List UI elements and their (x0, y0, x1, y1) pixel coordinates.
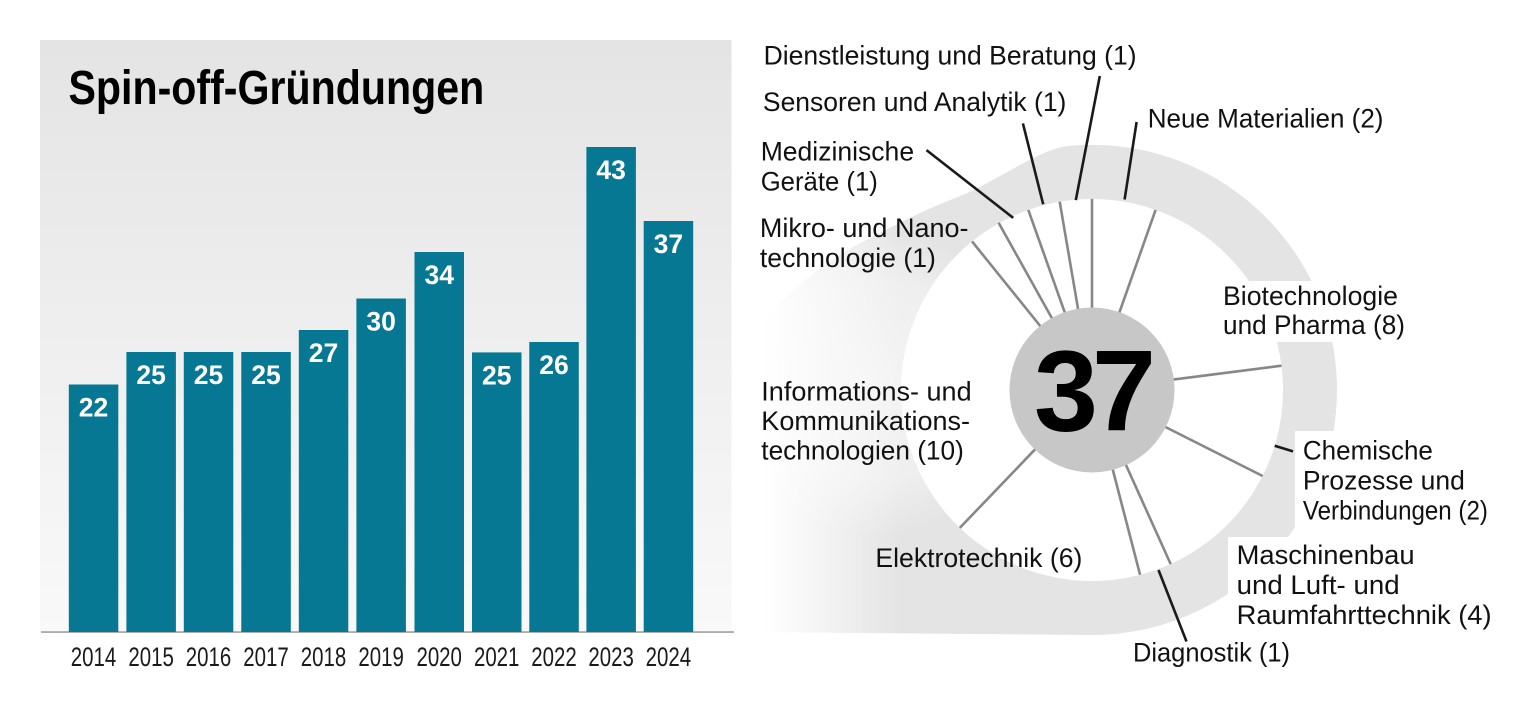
svg-text:37: 37 (654, 229, 683, 259)
svg-text:Chemische: Chemische (1303, 435, 1433, 465)
svg-text:Spin-off-Gründungen: Spin-off-Gründungen (69, 62, 485, 115)
svg-text:Verbindungen (2): Verbindungen (2) (1303, 496, 1488, 526)
svg-text:2014: 2014 (71, 642, 117, 672)
svg-text:Diagnostik (1): Diagnostik (1) (1133, 638, 1290, 668)
svg-text:43: 43 (596, 155, 625, 185)
svg-text:37: 37 (1034, 327, 1151, 455)
svg-text:25: 25 (251, 360, 280, 390)
svg-text:Dienstleistung und Beratung (1: Dienstleistung und Beratung (1) (764, 40, 1137, 70)
svg-text:Biotechnologie: Biotechnologie (1223, 281, 1398, 311)
svg-text:technologie (1): technologie (1) (760, 243, 936, 273)
svg-text:und Pharma (8): und Pharma (8) (1223, 310, 1405, 340)
svg-text:25: 25 (136, 360, 165, 390)
svg-text:Elektrotechnik (6): Elektrotechnik (6) (875, 543, 1082, 573)
svg-text:34: 34 (424, 260, 454, 290)
svg-text:2017: 2017 (243, 642, 289, 672)
svg-text:2021: 2021 (474, 642, 520, 672)
svg-text:25: 25 (194, 360, 223, 390)
svg-text:Kommunikations-: Kommunikations- (761, 406, 970, 436)
svg-text:30: 30 (366, 307, 395, 337)
svg-text:Informations- und: Informations- und (761, 377, 971, 407)
svg-text:Raumfahrttechnik (4): Raumfahrttechnik (4) (1237, 600, 1492, 630)
svg-text:2024: 2024 (646, 642, 692, 672)
svg-text:Geräte (1): Geräte (1) (761, 166, 878, 196)
svg-text:Maschinenbau: Maschinenbau (1237, 540, 1415, 570)
svg-text:2015: 2015 (128, 642, 174, 672)
svg-text:2019: 2019 (358, 642, 404, 672)
svg-text:Mikro- und Nano-: Mikro- und Nano- (760, 213, 969, 243)
svg-text:Neue Materialien (2): Neue Materialien (2) (1148, 104, 1384, 134)
svg-text:27: 27 (309, 338, 338, 368)
svg-text:2016: 2016 (186, 642, 232, 672)
svg-text:und Luft- und: und Luft- und (1237, 570, 1400, 600)
svg-text:technologien (10): technologien (10) (761, 436, 964, 466)
svg-text:25: 25 (482, 360, 511, 390)
svg-text:26: 26 (539, 350, 568, 380)
svg-text:2018: 2018 (301, 642, 347, 672)
svg-text:Medizinische: Medizinische (761, 137, 914, 167)
svg-text:22: 22 (79, 393, 108, 423)
svg-text:Prozesse und: Prozesse und (1303, 466, 1465, 496)
svg-text:2023: 2023 (588, 642, 634, 672)
svg-text:2022: 2022 (531, 642, 577, 672)
svg-text:Sensoren und Analytik (1): Sensoren und Analytik (1) (763, 87, 1067, 117)
svg-text:2020: 2020 (416, 642, 462, 672)
